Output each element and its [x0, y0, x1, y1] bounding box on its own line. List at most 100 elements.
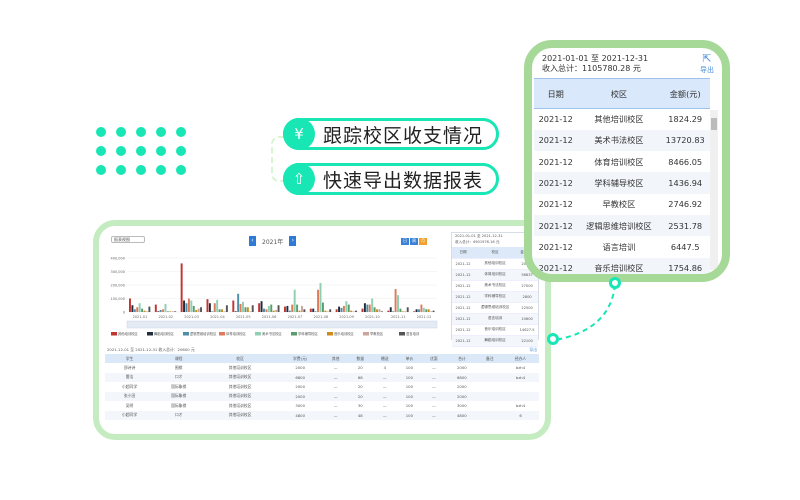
column-header[interactable]: 学生 — [105, 354, 155, 363]
table-row[interactable]: 2021-12 逻辑思维培训校区 2531.78 — [534, 214, 710, 237]
bar — [394, 289, 397, 312]
table-row[interactable]: 2021-12 美术书法校区 13720.83 — [534, 129, 710, 152]
table-cell: 2021-12 — [452, 302, 475, 314]
dot — [136, 165, 146, 175]
table-cell: 学科辅导校区 — [577, 172, 661, 194]
table-row[interactable]: 2021-12 美术书法校区 27000 — [452, 280, 538, 292]
table-row[interactable]: 2021-12 体育培训校区 8466.05 — [534, 151, 710, 172]
income-bar-chart: 0 100,000 200,000 300,000 400,000 2021-01 2021… — [111, 257, 438, 336]
column-header[interactable]: 校区 — [203, 354, 277, 363]
column-header[interactable]: 学费(元) — [276, 354, 324, 363]
x-tick-label: 2021-04 — [210, 315, 225, 319]
table-cell: 小超同学 — [121, 383, 138, 389]
table-cell: 美术书法校区 — [474, 280, 517, 292]
table-row[interactable]: 邵诗诗 围棋 其他培训校区 2000 — 20 4 100 — 2000 bzh4 — [105, 363, 539, 373]
table-row[interactable]: 2021-12 语言培训 10600 — [452, 313, 538, 325]
column-header[interactable]: 日期 — [534, 78, 578, 109]
table-cell: 2021-12 — [452, 291, 475, 303]
x-tick-label: 2021-06 — [262, 315, 277, 319]
dot — [156, 127, 166, 137]
table-row[interactable]: 2021-12 语言培训 6447.5 — [534, 236, 710, 257]
table-cell: — — [323, 391, 348, 401]
table-cell: — — [333, 403, 338, 409]
table-cell: 2021-12 — [538, 199, 573, 210]
table-cell — [477, 410, 503, 420]
bar — [148, 306, 151, 312]
table-cell: — — [432, 403, 436, 409]
table-row[interactable]: 2021-12 舞蹈培训校区 22100 — [452, 335, 538, 347]
column-header[interactable]: 数量 — [347, 354, 373, 363]
table-row[interactable]: 2021-12 音乐培训校区 1754.86 — [534, 257, 710, 274]
table-row[interactable]: 雷洁 口才 其他培训校区 6800—68—100—6800 bzh4 — [105, 372, 539, 382]
table-cell: 其他培训校区 — [228, 383, 252, 389]
table-row[interactable]: 小超同学 口才 其他培训校区 4800—48—100—4800 6 — [105, 410, 539, 420]
table-row[interactable]: 吴明 国际象棋 其他培训校区 3000 — 30 — 100 — 3000 bzh4 — [105, 401, 539, 411]
bar — [267, 305, 270, 312]
table-row[interactable]: 2021-12 学科辅导校区 1436.94 — [534, 172, 710, 194]
table-row[interactable]: 小超同学 国际象棋 其他培训校区 2000 — 20 — 100 — 2000 — [105, 382, 539, 392]
column-header[interactable]: 日期 — [452, 247, 475, 259]
table-row[interactable]: 2021-12 其他培训校区 1824.29 — [534, 109, 710, 130]
bar — [174, 311, 177, 312]
dot — [156, 146, 166, 156]
column-header[interactable]: 金额(元) — [660, 78, 710, 109]
table-cell: 雷洁 — [105, 372, 155, 382]
table-cell: — — [372, 410, 398, 420]
column-header[interactable]: 校区 — [577, 78, 661, 109]
dot — [96, 127, 106, 137]
view-day-button[interactable]: 日 — [401, 238, 409, 245]
scrollbar[interactable] — [710, 110, 718, 270]
column-header[interactable]: 课程 — [154, 354, 204, 363]
bar — [338, 306, 341, 312]
bar — [244, 307, 247, 312]
column-header[interactable]: 校区 — [474, 247, 517, 259]
table-row[interactable]: 2021-12 逻辑思维培训校区 22500 — [452, 302, 538, 314]
prev-year-button[interactable]: ‹ — [249, 236, 256, 246]
table-row[interactable]: 2021-12 音乐培训校区 14627.5 — [452, 324, 538, 336]
table-cell: — — [323, 372, 348, 382]
next-year-button[interactable]: › — [289, 236, 297, 246]
bar — [169, 311, 172, 312]
table-row[interactable]: 2021-12 学科辅导校区 2800 — [452, 291, 538, 303]
column-header[interactable]: 经办人 — [502, 354, 539, 363]
table-cell: 国际象棋 — [171, 383, 187, 389]
y-tick-label: 0 — [123, 311, 125, 315]
column-header[interactable]: 备注 — [477, 354, 503, 363]
dot — [176, 127, 186, 137]
view-select[interactable]: 报表视图 — [111, 236, 145, 243]
dot — [116, 165, 126, 175]
bar — [380, 311, 383, 312]
export-button[interactable]: 导出 — [529, 347, 537, 352]
bar — [347, 304, 350, 312]
view-week-button[interactable]: 周 — [410, 238, 418, 245]
dot — [176, 165, 186, 175]
x-tick-label: 2021-09 — [339, 315, 354, 319]
column-header[interactable]: 单价 — [397, 354, 422, 363]
side-total: 收入总计：4901976.16 元 — [455, 240, 500, 244]
table-row[interactable]: 2021-12 早教校区 2746.92 — [534, 194, 710, 215]
table-cell: 学科辅导校区 — [474, 291, 517, 303]
table-cell: 2021-12 — [534, 257, 578, 274]
table-cell: — — [382, 403, 387, 409]
table-row[interactable]: 2021-12 体育培训校区 56837 — [452, 269, 538, 281]
export-button[interactable]: ⇱ 导出 — [700, 52, 714, 75]
bar — [223, 311, 226, 312]
bar — [415, 309, 418, 312]
table-cell: 3000 — [457, 403, 467, 409]
table-cell: 2021-12 — [452, 269, 475, 281]
view-month-button[interactable]: 月 — [419, 238, 427, 245]
column-header[interactable]: 优惠 — [421, 354, 447, 363]
column-header[interactable]: 其他 — [323, 354, 348, 363]
table-cell: 逻辑思维培训校区 — [474, 302, 517, 314]
table-row[interactable]: 张小田 国际象棋 其他培训校区 2000—20—100—2000 — [105, 391, 539, 401]
y-tick-label: 300,000 — [111, 270, 125, 274]
bar — [309, 308, 312, 312]
column-header[interactable]: 合计 — [446, 354, 478, 363]
table-cell: 56837 — [516, 269, 538, 281]
bar — [190, 300, 193, 312]
year-nav: ‹ 2021年 › — [249, 236, 297, 246]
feature-track-income: ¥ 跟踪校区收支情况 — [283, 118, 499, 150]
bar — [213, 303, 216, 312]
table-cell: 100 — [397, 410, 422, 420]
column-header[interactable]: 赠送 — [372, 354, 398, 363]
